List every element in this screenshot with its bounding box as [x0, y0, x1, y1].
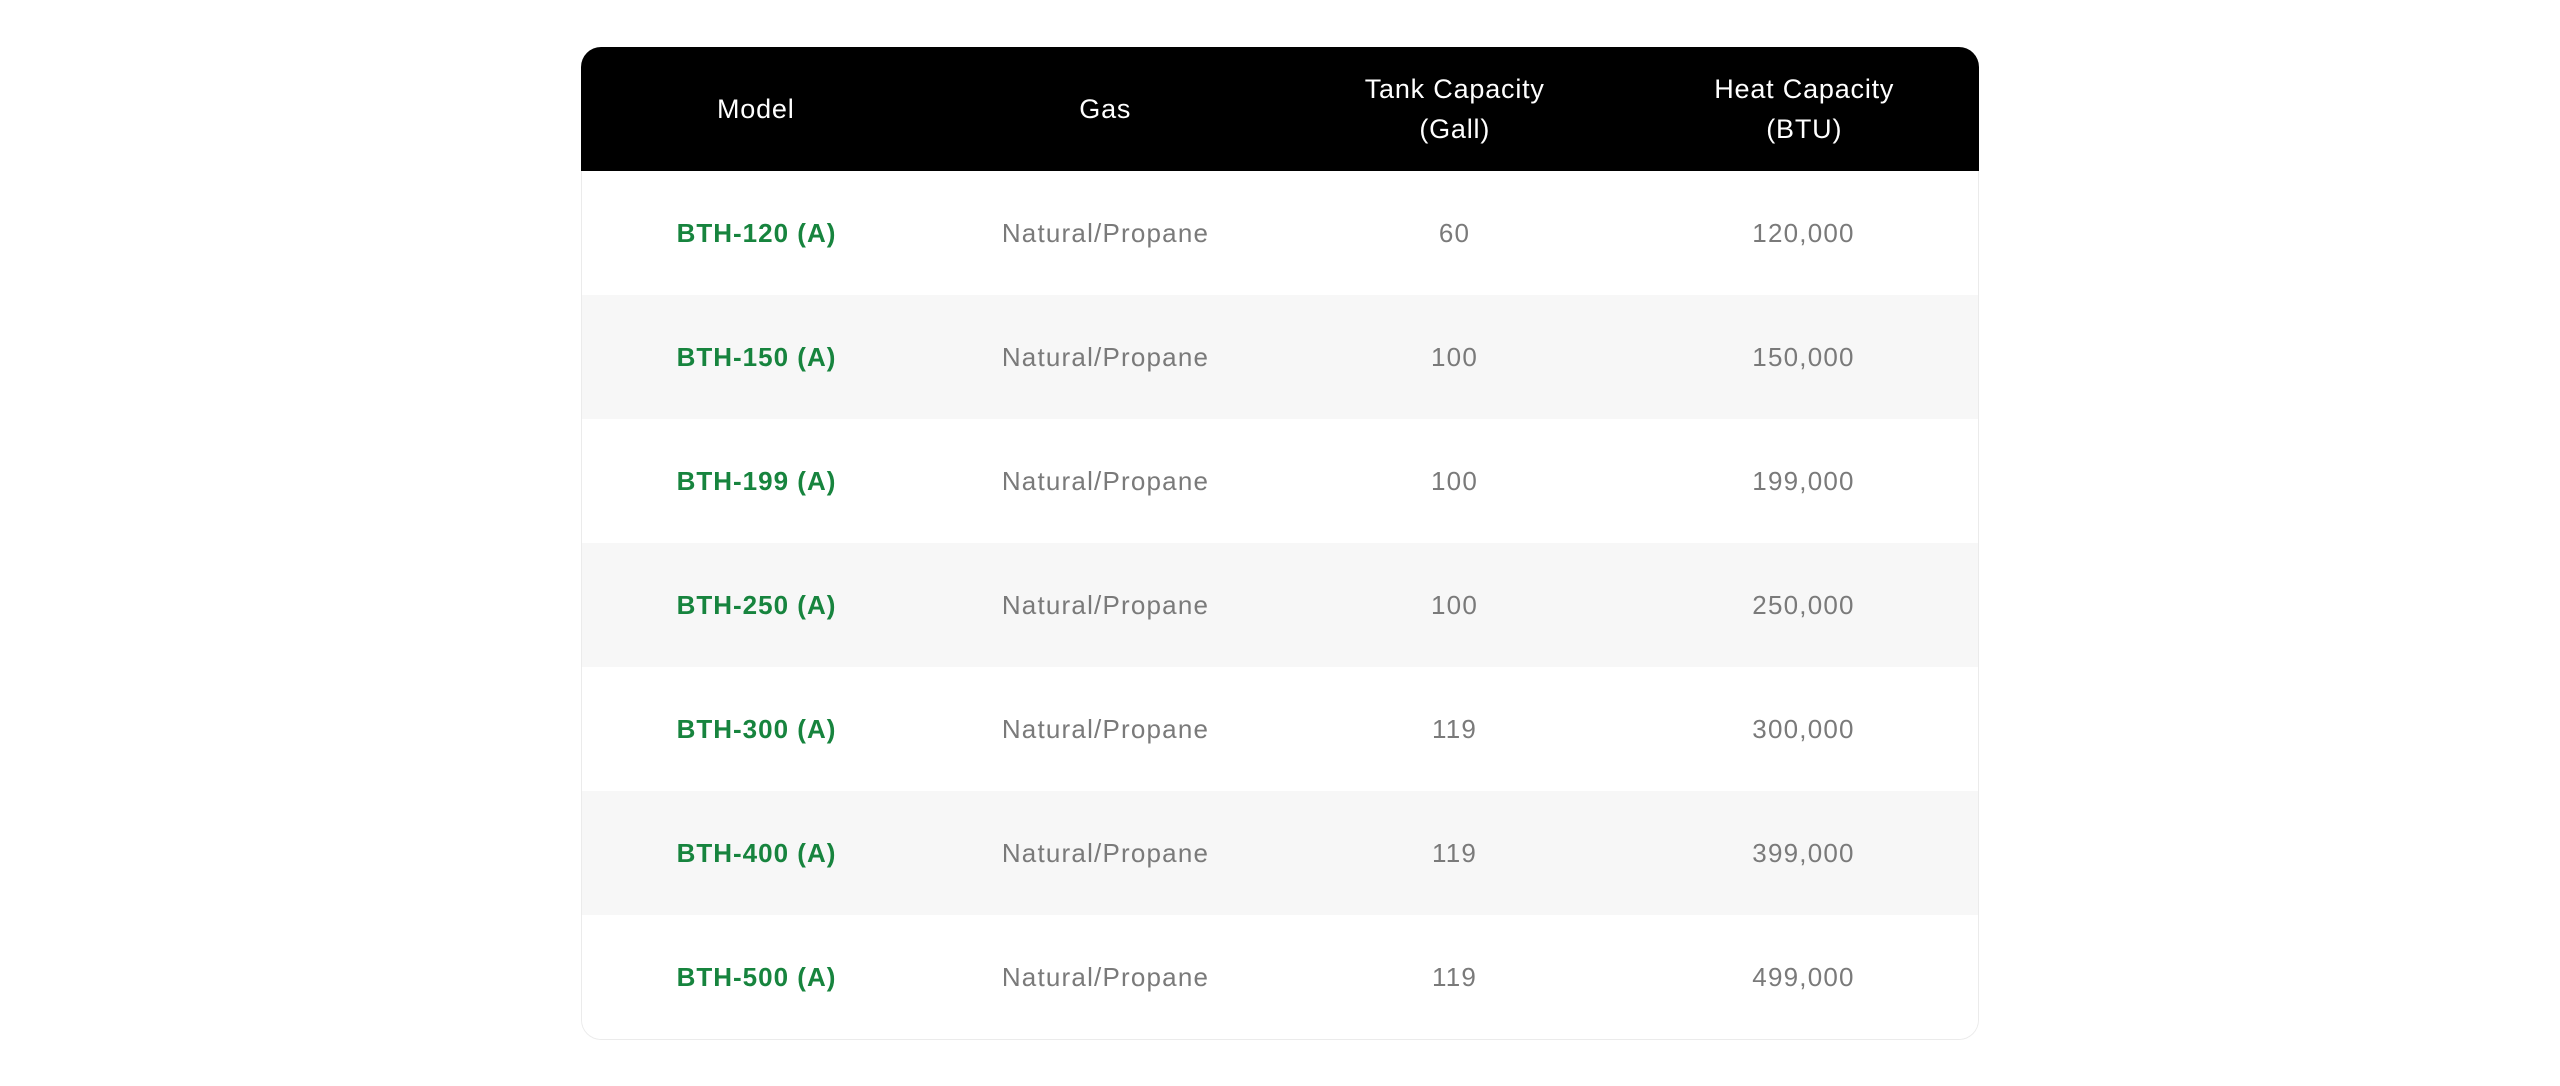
header-label-model: Model	[716, 94, 795, 124]
tank-capacity-cell: 119	[1431, 714, 1478, 744]
header-cell-model: Model	[581, 89, 931, 129]
heat-capacity-cell: 150,000	[1752, 342, 1855, 372]
gas-cell: Natural/Propane	[1001, 466, 1210, 496]
header-cell-heat-capacity: Heat Capacity (BTU)	[1630, 69, 1980, 149]
tank-capacity-cell: 119	[1431, 838, 1478, 868]
gas-cell: Natural/Propane	[1001, 590, 1210, 620]
spec-table-body: BTH-120 (A) Natural/Propane 60 120,000 B…	[581, 171, 1979, 1040]
model-link[interactable]: BTH-400 (A)	[676, 838, 837, 868]
model-link[interactable]: BTH-250 (A)	[676, 590, 837, 620]
heat-capacity-cell: 300,000	[1752, 714, 1855, 744]
gas-cell: Natural/Propane	[1001, 342, 1210, 372]
table-row-bth-199: BTH-199 (A) Natural/Propane 100 199,000	[582, 419, 1978, 543]
spec-table-card: Model Gas Tank Capacity (Gall) Heat Capa…	[581, 47, 1979, 1040]
heat-capacity-cell: 499,000	[1752, 962, 1855, 992]
model-link[interactable]: BTH-300 (A)	[676, 714, 837, 744]
model-link[interactable]: BTH-120 (A)	[676, 218, 837, 248]
gas-cell: Natural/Propane	[1001, 838, 1210, 868]
table-row-bth-300: BTH-300 (A) Natural/Propane 119 300,000	[582, 667, 1978, 791]
spec-table-header: Model Gas Tank Capacity (Gall) Heat Capa…	[581, 47, 1979, 171]
table-row-bth-250: BTH-250 (A) Natural/Propane 100 250,000	[582, 543, 1978, 667]
table-row-bth-500: BTH-500 (A) Natural/Propane 119 499,000	[582, 915, 1978, 1039]
header-label-heat-capacity-unit: (BTU)	[1766, 114, 1843, 144]
model-link[interactable]: BTH-500 (A)	[676, 962, 837, 992]
tank-capacity-cell: 60	[1438, 218, 1471, 248]
tank-capacity-cell: 119	[1431, 962, 1478, 992]
header-cell-gas: Gas	[931, 89, 1281, 129]
tank-capacity-cell: 100	[1431, 590, 1478, 620]
tank-capacity-cell: 100	[1431, 342, 1478, 372]
header-cell-tank-capacity: Tank Capacity (Gall)	[1280, 69, 1630, 149]
header-label-gas: Gas	[1079, 94, 1132, 124]
header-label-tank-capacity: Tank Capacity	[1364, 74, 1545, 104]
table-row-bth-120: BTH-120 (A) Natural/Propane 60 120,000	[582, 171, 1978, 295]
heat-capacity-cell: 199,000	[1752, 466, 1855, 496]
gas-cell: Natural/Propane	[1001, 962, 1210, 992]
gas-cell: Natural/Propane	[1001, 218, 1210, 248]
model-link[interactable]: BTH-199 (A)	[676, 466, 837, 496]
model-link[interactable]: BTH-150 (A)	[676, 342, 837, 372]
table-row-bth-400: BTH-400 (A) Natural/Propane 119 399,000	[582, 791, 1978, 915]
header-label-heat-capacity: Heat Capacity	[1714, 74, 1895, 104]
header-label-tank-capacity-unit: (Gall)	[1419, 114, 1491, 144]
tank-capacity-cell: 100	[1431, 466, 1478, 496]
table-row-bth-150: BTH-150 (A) Natural/Propane 100 150,000	[582, 295, 1978, 419]
gas-cell: Natural/Propane	[1001, 714, 1210, 744]
heat-capacity-cell: 250,000	[1752, 590, 1855, 620]
heat-capacity-cell: 399,000	[1752, 838, 1855, 868]
heat-capacity-cell: 120,000	[1752, 218, 1855, 248]
